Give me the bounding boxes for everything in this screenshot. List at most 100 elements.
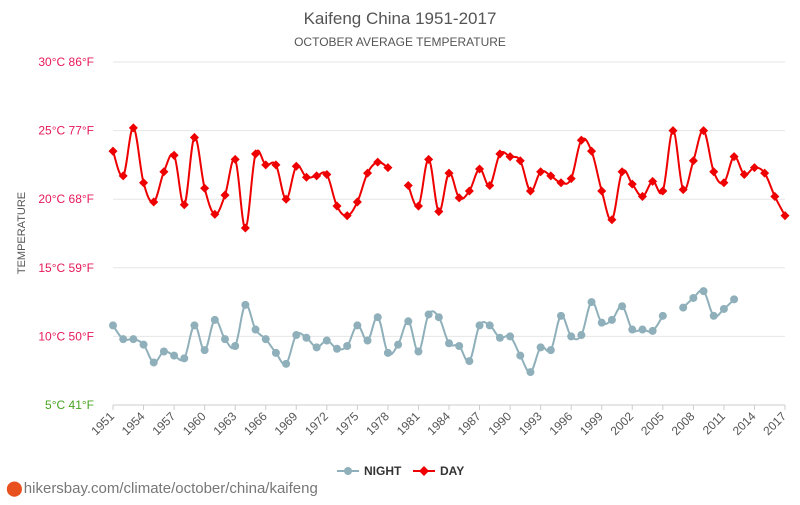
night-point[interactable]: [648, 326, 657, 335]
night-point[interactable]: [282, 359, 291, 368]
night-point[interactable]: [394, 340, 403, 349]
day-point[interactable]: [587, 146, 597, 156]
night-point[interactable]: [658, 311, 667, 320]
source-watermark[interactable]: ⬤hikersbay.com/climate/october/china/kai…: [6, 479, 318, 497]
night-point[interactable]: [363, 336, 372, 345]
night-point[interactable]: [485, 321, 494, 330]
night-point[interactable]: [109, 321, 117, 330]
day-point[interactable]: [617, 167, 627, 177]
day-point[interactable]: [200, 183, 210, 193]
night-point[interactable]: [383, 348, 392, 357]
night-point[interactable]: [190, 321, 199, 330]
night-point[interactable]: [546, 346, 555, 355]
night-point[interactable]: [200, 346, 209, 355]
night-point[interactable]: [231, 342, 240, 351]
night-point[interactable]: [333, 344, 341, 353]
day-point[interactable]: [454, 193, 464, 203]
day-point[interactable]: [261, 160, 271, 170]
day-point[interactable]: [179, 200, 189, 210]
night-point[interactable]: [180, 354, 189, 363]
day-point[interactable]: [780, 211, 790, 221]
day-point[interactable]: [403, 180, 413, 191]
night-point[interactable]: [261, 335, 270, 344]
night-point[interactable]: [159, 347, 168, 356]
night-point[interactable]: [445, 339, 453, 348]
day-point[interactable]: [139, 178, 149, 188]
night-point[interactable]: [312, 343, 321, 352]
night-point[interactable]: [343, 342, 352, 351]
day-point[interactable]: [597, 186, 607, 196]
night-point[interactable]: [516, 351, 525, 360]
day-point[interactable]: [627, 179, 637, 189]
night-point[interactable]: [577, 331, 586, 340]
day-point[interactable]: [169, 150, 179, 160]
night-point[interactable]: [434, 313, 443, 322]
night-point[interactable]: [526, 368, 535, 377]
night-point[interactable]: [699, 287, 708, 296]
night-point[interactable]: [730, 295, 739, 304]
night-point[interactable]: [557, 311, 565, 320]
night-point[interactable]: [404, 317, 413, 326]
night-point[interactable]: [129, 335, 138, 344]
night-point[interactable]: [475, 321, 484, 330]
night-point[interactable]: [597, 318, 606, 327]
night-point[interactable]: [628, 325, 637, 334]
night-point[interactable]: [506, 332, 515, 341]
night-point[interactable]: [424, 310, 433, 319]
night-point[interactable]: [719, 304, 728, 313]
day-point[interactable]: [739, 169, 749, 180]
night-point[interactable]: [271, 348, 280, 357]
night-point[interactable]: [455, 342, 464, 351]
day-point[interactable]: [424, 154, 434, 164]
night-point[interactable]: [618, 302, 627, 311]
day-point[interactable]: [128, 123, 138, 133]
night-point[interactable]: [607, 315, 616, 324]
day-point[interactable]: [240, 223, 250, 233]
night-point[interactable]: [210, 315, 219, 324]
day-point[interactable]: [556, 178, 566, 188]
day-point[interactable]: [434, 207, 444, 217]
night-point[interactable]: [353, 321, 362, 330]
day-point[interactable]: [495, 149, 505, 159]
day-point[interactable]: [688, 156, 698, 166]
day-point[interactable]: [729, 152, 739, 162]
day-point[interactable]: [159, 167, 169, 177]
day-point[interactable]: [363, 168, 373, 178]
night-point[interactable]: [587, 298, 596, 307]
day-point[interactable]: [709, 167, 719, 177]
night-point[interactable]: [170, 351, 179, 360]
day-point[interactable]: [373, 157, 383, 167]
night-point[interactable]: [221, 335, 229, 344]
night-point[interactable]: [241, 300, 250, 309]
night-point[interactable]: [322, 336, 331, 345]
day-point[interactable]: [332, 201, 342, 211]
day-point[interactable]: [291, 161, 301, 171]
day-point[interactable]: [719, 178, 729, 188]
night-point[interactable]: [292, 331, 301, 340]
night-point[interactable]: [495, 333, 504, 342]
day-point[interactable]: [515, 156, 525, 166]
night-point[interactable]: [119, 335, 128, 344]
day-point[interactable]: [312, 171, 322, 181]
day-point[interactable]: [220, 190, 230, 200]
night-point[interactable]: [139, 340, 148, 349]
day-point[interactable]: [322, 169, 332, 180]
day-point[interactable]: [108, 146, 118, 156]
night-point[interactable]: [465, 357, 474, 366]
day-point[interactable]: [576, 135, 586, 145]
night-point[interactable]: [373, 313, 382, 322]
day-point[interactable]: [658, 186, 668, 196]
night-point[interactable]: [709, 311, 718, 320]
night-point[interactable]: [251, 325, 260, 334]
day-point[interactable]: [536, 167, 546, 177]
night-point[interactable]: [149, 358, 158, 367]
day-point[interactable]: [668, 126, 678, 136]
legend-item-day[interactable]: DAY: [413, 464, 464, 478]
night-point[interactable]: [638, 325, 647, 334]
day-point[interactable]: [251, 149, 261, 159]
day-point[interactable]: [485, 180, 495, 191]
legend-item-night[interactable]: NIGHT: [337, 464, 402, 478]
night-point[interactable]: [567, 332, 576, 341]
night-point[interactable]: [414, 347, 423, 356]
night-point[interactable]: [536, 343, 545, 352]
